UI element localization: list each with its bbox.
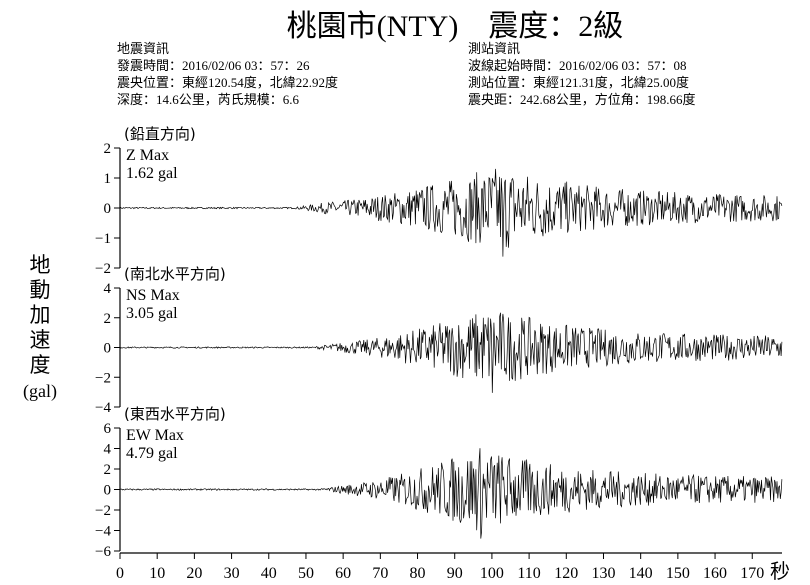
- y-tick-label: −4: [95, 524, 111, 540]
- x-tick-label: 130: [591, 565, 615, 582]
- series-line: [119, 312, 783, 393]
- earthquake-info-heading: 地震資訊: [117, 41, 169, 56]
- station-info-heading: 測站資訊: [468, 41, 520, 56]
- x-tick-label: 120: [554, 565, 578, 582]
- y-tick-label: 0: [104, 483, 112, 499]
- station-record-start: 波線起始時間：2016/02/06 03：57：08: [468, 58, 686, 73]
- x-tick-label: 60: [335, 565, 351, 582]
- earthquake-epicenter: 震央位置：東經120.54度，北緯22.92度: [117, 75, 338, 90]
- max-title: EW Max: [126, 427, 184, 444]
- component-label: (南北水平方向): [124, 265, 226, 283]
- y-tick-label: −2: [95, 261, 111, 277]
- y-tick-label: 2: [104, 141, 112, 157]
- y-tick-label: −6: [95, 544, 111, 560]
- y-tick-label: 2: [104, 462, 112, 478]
- y-tick-label: 4: [104, 281, 112, 297]
- y-axis-label-char: 動: [30, 278, 51, 302]
- x-tick-label: 20: [186, 565, 202, 582]
- station-epicentral-distance: 震央距：242.68公里，方位角：198.66度: [468, 92, 696, 107]
- y-tick-label: −1: [95, 231, 111, 247]
- earthquake-origin-time: 發震時間：2016/02/06 03：57：26: [117, 58, 310, 73]
- max-title: NS Max: [126, 287, 180, 304]
- x-tick-label: 90: [447, 565, 463, 582]
- earthquake-depth-magnitude: 深度：14.6公里，芮氏規模：6.6: [117, 92, 300, 107]
- x-tick-label: 10: [149, 565, 165, 582]
- y-tick-label: 0: [104, 201, 112, 217]
- x-tick-label: 80: [410, 565, 426, 582]
- y-axis-label: 地 動 加 速 度 (gal): [23, 253, 57, 402]
- y-axis-label-char: 地: [30, 253, 51, 277]
- y-tick-label: 1: [104, 171, 112, 187]
- earthquake-info: 地震資訊 發震時間：2016/02/06 03：57：26 震央位置：東經120…: [117, 41, 338, 107]
- x-tick-label: 150: [666, 565, 690, 582]
- y-tick-label: 4: [104, 442, 112, 458]
- max-value: 3.05 gal: [126, 305, 178, 322]
- x-tick-label: 40: [261, 565, 277, 582]
- y-tick-label: 0: [104, 341, 112, 357]
- x-axis-unit: 秒: [770, 559, 790, 583]
- y-tick-label: −2: [95, 370, 111, 386]
- y-axis-unit: (gal): [23, 381, 57, 402]
- y-axis-label-char: 度: [30, 353, 51, 377]
- chart-title: 桃園市(NTY) 震度：2級: [287, 10, 624, 43]
- station-location: 測站位置：東經121.31度，北緯25.00度: [468, 75, 689, 90]
- y-axis-label-char: 速: [30, 328, 51, 352]
- station-info: 測站資訊 波線起始時間：2016/02/06 03：57：08 測站位置：東經1…: [468, 41, 696, 107]
- x-tick-label: 70: [372, 565, 388, 582]
- x-tick-label: 110: [517, 565, 540, 582]
- y-axis-label-char: 加: [30, 303, 51, 327]
- x-tick-label: 100: [480, 565, 504, 582]
- x-tick-label: 170: [740, 565, 764, 582]
- max-title: Z Max: [126, 147, 169, 164]
- y-tick-label: −4: [95, 400, 111, 416]
- series-line: [119, 168, 783, 257]
- x-tick-label: 160: [703, 565, 727, 582]
- x-tick-label: 50: [298, 565, 314, 582]
- x-axis: 0 10 20 30 40 50 60 70 80 90 100 110 120 130 140 150 160…: [116, 552, 782, 582]
- x-tick-label: 30: [224, 565, 240, 582]
- y-tick-label: 2: [104, 311, 112, 327]
- max-value: 1.62 gal: [126, 165, 178, 182]
- y-tick-label: −2: [95, 503, 111, 519]
- component-label: (鉛直方向): [124, 125, 196, 143]
- y-tick-label: 6: [104, 421, 112, 437]
- series-line: [119, 448, 783, 539]
- component-label: (東西水平方向): [124, 405, 226, 423]
- max-value: 4.79 gal: [126, 445, 178, 462]
- x-tick-label: 0: [116, 565, 124, 582]
- x-tick-label: 140: [629, 565, 653, 582]
